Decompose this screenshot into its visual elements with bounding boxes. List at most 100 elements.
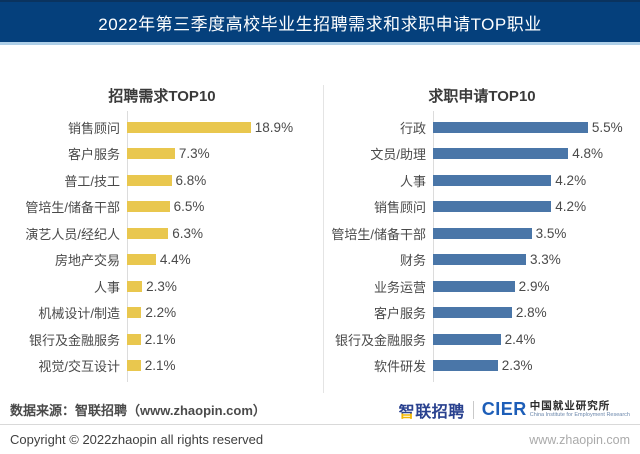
bar-track xyxy=(127,360,258,372)
bar-track xyxy=(433,307,602,319)
bar-track xyxy=(433,174,602,186)
category-label: 管培生/储备干部 xyxy=(25,200,120,216)
category-label: 人事 xyxy=(399,173,426,189)
bar-row: 银行及金融服务 2.1% xyxy=(0,326,324,353)
bar-track xyxy=(433,254,602,266)
bar-row: 销售顾问 18.9% xyxy=(0,114,324,141)
source-row: 数据来源：智联招聘（www.zhaopin.com） 智联招聘 CIER 中国就… xyxy=(0,395,640,424)
value-label: 5.5% xyxy=(591,119,623,135)
bar-row: 人事 4.2% xyxy=(324,167,640,194)
bar-row: 视觉/交互设计 2.1% xyxy=(0,353,324,380)
zhaopin-logo-text: 联招聘 xyxy=(415,403,465,421)
bar xyxy=(127,280,143,292)
value-label: 2.4% xyxy=(504,331,536,347)
category-label: 银行及金融服务 xyxy=(28,332,120,348)
category-label: 销售顾问 xyxy=(67,120,120,136)
bar-track xyxy=(127,148,258,160)
bar-row: 销售顾问 4.2% xyxy=(324,194,640,221)
chart-title: 求职申请TOP10 xyxy=(428,88,536,105)
bar xyxy=(433,333,501,345)
value-label: 2.1% xyxy=(144,358,176,374)
bar xyxy=(433,174,552,186)
copyright-text: Copyright © 2022zhaopin all rights reser… xyxy=(10,432,264,447)
bar xyxy=(127,148,175,160)
bar-track xyxy=(127,174,258,186)
bar xyxy=(433,148,569,160)
bar-row: 客户服务 2.8% xyxy=(324,300,640,327)
cier-chinese-name: 中国就业研究所 xyxy=(529,400,611,412)
value-label: 3.5% xyxy=(535,225,567,241)
recruitment-demand-chart: 招聘需求TOP10 销售顾问 18.9% 客户服务 7.3% 普工/技工 6.8% 管培生/… xyxy=(0,45,324,395)
logo-separator xyxy=(472,400,474,419)
bar-track xyxy=(127,333,258,345)
bar xyxy=(127,227,169,239)
bar-row: 管培生/储备干部 6.5% xyxy=(0,194,324,221)
value-label: 6.3% xyxy=(172,225,204,241)
bar xyxy=(433,307,512,319)
y-axis-line xyxy=(433,111,434,382)
bar-row: 房地产交易 4.4% xyxy=(0,247,324,274)
bar-track xyxy=(433,148,602,160)
logos: 智联招聘 CIER 中国就业研究所 China Institute for Em… xyxy=(399,398,630,422)
bar xyxy=(127,121,251,133)
value-label: 4.2% xyxy=(555,199,587,215)
chart-rows: 销售顾问 18.9% 客户服务 7.3% 普工/技工 6.8% 管培生/储备干部 6.5% 演艺… xyxy=(0,111,324,382)
bar-track xyxy=(127,254,258,266)
bar xyxy=(127,307,142,319)
value-label: 7.3% xyxy=(178,146,210,162)
chart-title: 招聘需求TOP10 xyxy=(108,88,216,105)
zhaopin-logo-accent-char: 智 xyxy=(398,403,416,421)
title-banner: 2022年第三季度高校毕业生招聘需求和求职申请TOP职业 xyxy=(0,0,640,42)
value-label: 2.8% xyxy=(515,305,547,321)
category-label: 业务运营 xyxy=(373,279,426,295)
category-label: 客户服务 xyxy=(373,306,426,322)
charts-area: 招聘需求TOP10 销售顾问 18.9% 客户服务 7.3% 普工/技工 6.8% 管培生/… xyxy=(0,45,640,395)
bar xyxy=(433,280,515,292)
category-label: 视觉/交互设计 xyxy=(38,359,120,375)
value-label: 2.3% xyxy=(501,358,533,374)
bar-track xyxy=(433,360,602,372)
data-source-text: 数据来源：智联招聘（www.zhaopin.com） xyxy=(10,403,266,418)
bar xyxy=(433,227,532,239)
category-label: 普工/技工 xyxy=(64,173,120,189)
bar-track xyxy=(433,227,602,239)
bar-track xyxy=(127,227,258,239)
category-label: 人事 xyxy=(93,279,120,295)
bar xyxy=(127,360,141,372)
value-label: 4.4% xyxy=(159,252,191,268)
bar-track xyxy=(433,201,602,213)
bottom-bar: Copyright © 2022zhaopin all rights reser… xyxy=(0,424,640,454)
bar xyxy=(433,360,498,372)
bar-row: 客户服务 7.3% xyxy=(0,141,324,168)
bar-row: 文员/助理 4.8% xyxy=(324,141,640,168)
category-label: 财务 xyxy=(399,253,426,269)
bar xyxy=(433,121,588,133)
bar-track xyxy=(433,121,602,133)
bar xyxy=(127,333,141,345)
value-label: 2.9% xyxy=(518,278,550,294)
value-label: 2.3% xyxy=(146,278,177,294)
page-title: 2022年第三季度高校毕业生招聘需求和求职申请TOP职业 xyxy=(98,14,542,34)
category-label: 演艺人员/经纪人 xyxy=(25,226,120,242)
bar-row: 演艺人员/经纪人 6.3% xyxy=(0,220,324,247)
value-label: 6.8% xyxy=(175,172,207,188)
bar xyxy=(433,254,526,266)
value-label: 2.2% xyxy=(145,305,177,321)
bar-track xyxy=(433,280,602,292)
category-label: 客户服务 xyxy=(67,147,120,163)
bar xyxy=(127,201,170,213)
cier-logo: CIER 中国就业研究所 China Institute for Employm… xyxy=(482,399,630,420)
bar-row: 机械设计/制造 2.2% xyxy=(0,300,324,327)
bar-track xyxy=(127,201,258,213)
category-label: 房地产交易 xyxy=(54,253,120,269)
value-label: 4.2% xyxy=(555,172,587,188)
value-label: 3.3% xyxy=(529,252,561,268)
bar-row: 管培生/储备干部 3.5% xyxy=(324,220,640,247)
bar xyxy=(433,201,552,213)
bar-row: 软件研发 2.3% xyxy=(324,353,640,380)
value-label: 2.1% xyxy=(144,331,176,347)
banner-accent-strip xyxy=(0,42,640,45)
bar-track xyxy=(127,307,258,319)
website-text: www.zhaopin.com xyxy=(529,432,630,447)
